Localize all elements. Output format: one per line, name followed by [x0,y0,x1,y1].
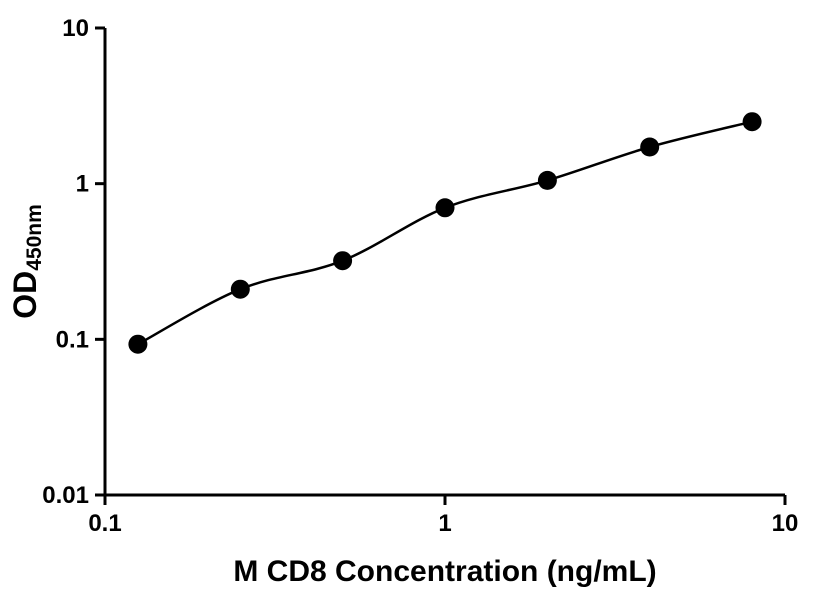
y-axis-title-subscript: 450nm [23,204,46,271]
y-tick-label: 1 [76,171,89,198]
x-tick-label: 1 [438,510,451,537]
data-point [230,279,250,299]
data-point [435,198,455,218]
x-tick-label: 0.1 [88,510,121,537]
data-point [128,334,148,354]
y-tick-label: 0.01 [42,482,89,509]
x-tick-label: 10 [772,510,799,537]
x-axis-title: M CD8 Concentration (ng/mL) [233,555,656,588]
y-axis-title-main: OD [7,271,43,319]
data-point [537,170,557,190]
fit-curve [137,120,753,346]
data-point [742,112,762,132]
data-point [333,251,353,271]
y-axis-title: OD450nm [7,204,46,319]
data-point [640,137,660,157]
y-tick-label: 0.1 [56,326,89,353]
y-tick-label: 10 [62,15,89,42]
